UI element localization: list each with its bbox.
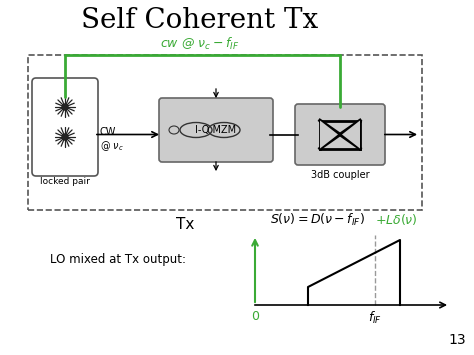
Polygon shape xyxy=(342,120,360,148)
Text: I-Q MZM: I-Q MZM xyxy=(195,125,237,135)
Bar xyxy=(28,55,422,210)
FancyBboxPatch shape xyxy=(32,78,98,176)
FancyBboxPatch shape xyxy=(295,104,385,165)
Text: cw @ $\nu_c - f_{IF}$: cw @ $\nu_c - f_{IF}$ xyxy=(160,36,239,52)
Text: $S(\nu)=D(\nu-f_{IF})$: $S(\nu)=D(\nu-f_{IF})$ xyxy=(270,212,365,228)
Text: 0: 0 xyxy=(251,310,259,323)
Text: Self Coherent Tx: Self Coherent Tx xyxy=(82,7,319,34)
Text: $+L\delta(\nu)$: $+L\delta(\nu)$ xyxy=(375,212,418,227)
Text: $f_{IF}$: $f_{IF}$ xyxy=(368,310,382,326)
FancyBboxPatch shape xyxy=(159,98,273,162)
Text: 3dB coupler: 3dB coupler xyxy=(310,170,369,180)
Text: locked pair: locked pair xyxy=(40,177,90,186)
Circle shape xyxy=(62,134,68,140)
Text: 13: 13 xyxy=(448,333,466,347)
Text: CW
@ $\nu_c$: CW @ $\nu_c$ xyxy=(100,127,124,153)
Text: LO mixed at Tx output:: LO mixed at Tx output: xyxy=(50,253,186,267)
Text: Tx: Tx xyxy=(176,217,194,232)
Polygon shape xyxy=(320,120,338,148)
Circle shape xyxy=(62,104,68,110)
